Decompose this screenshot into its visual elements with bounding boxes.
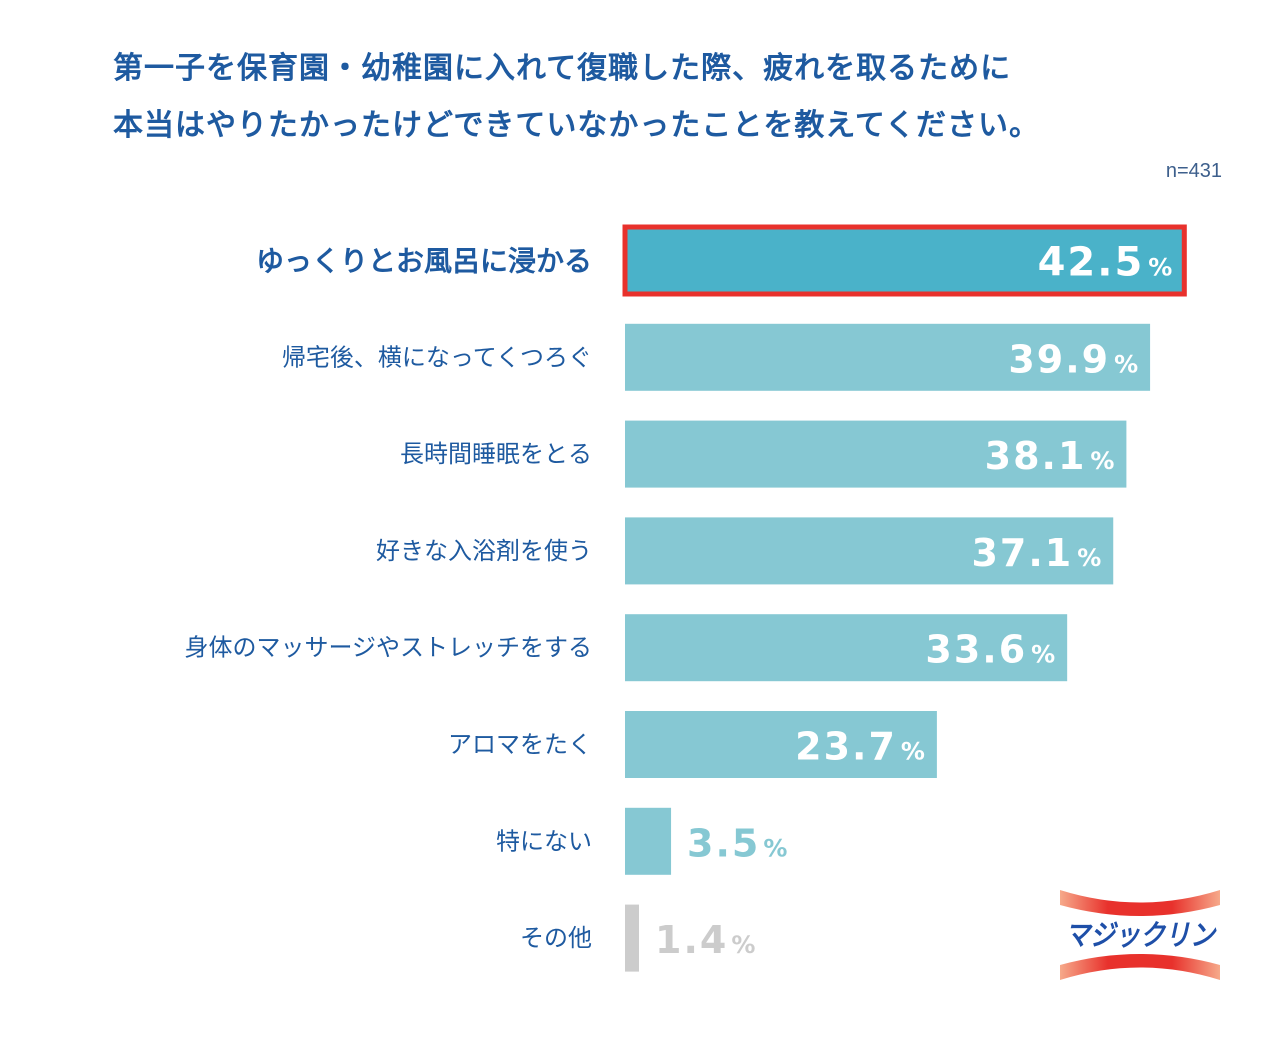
value-label: 37.1 [971,531,1073,575]
category-label: 帰宅後、横になってくつろぐ [282,343,592,371]
bar [625,420,1127,488]
unit-label: % [1077,544,1101,572]
value-label: 39.9 [1008,337,1110,381]
svg-text:マジックリン: マジックリン [1065,918,1217,952]
category-label: 長時間睡眠をとる [400,440,592,468]
bar [625,807,672,875]
category-label: 特にない [496,827,592,855]
category-label: 好きな入浴剤を使う [376,537,592,565]
bar [625,711,937,778]
value-label: 33.6 [925,628,1027,672]
value-label: 3.5 [687,821,760,865]
value-label: 38.1 [985,434,1087,478]
sample-size: n=431 [1165,160,1222,182]
bar [625,904,639,972]
value-label: 42.5 [1038,240,1145,286]
unit-label: % [1148,254,1172,282]
chart-title: 第一子を保育園・幼稚園に入れて復職した際、疲れを取るために 本当はやりたかったけ… [113,40,1040,154]
bar [625,517,1114,585]
value-label: 23.7 [795,725,897,769]
bar [625,323,1151,391]
title-line-1: 第一子を保育園・幼稚園に入れて復職した際、疲れを取るために [113,51,1012,86]
unit-label: % [1114,350,1138,378]
unit-label: % [1090,447,1114,475]
category-label: ゆっくりとお風呂に浸かる [256,245,592,278]
unit-label: % [731,931,755,959]
category-label: 身体のマッサージやストレッチをする [184,634,592,662]
unit-label: % [763,834,787,862]
unit-label: % [1031,641,1055,669]
bar [625,614,1068,682]
value-label: 1.4 [655,918,728,962]
bar-highlighted [622,224,1187,297]
title-line-2: 本当はやりたかったけどできていなかったことを教えてください。 [113,108,1040,143]
category-label: アロマをたく [448,731,592,759]
unit-label: % [901,738,925,766]
magiclean-logo: マジックリン [1060,890,1220,980]
category-label: その他 [520,924,592,952]
